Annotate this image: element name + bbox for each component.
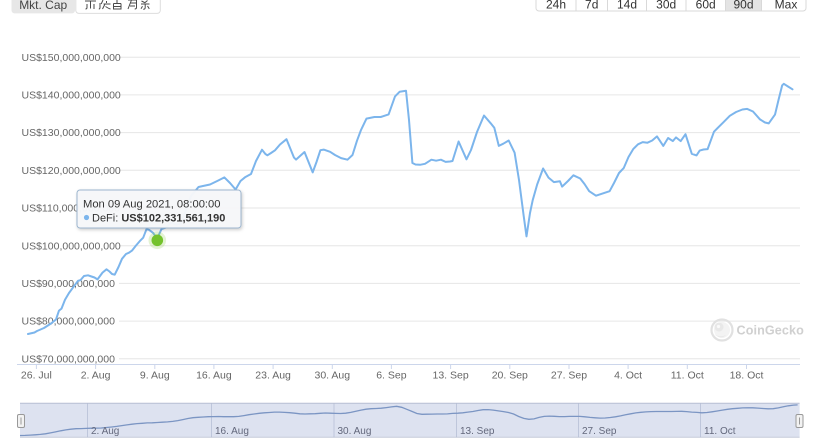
- svg-text:US$120,000,000,000: US$120,000,000,000: [22, 165, 121, 177]
- svg-text:US$80,000,000,000: US$80,000,000,000: [22, 316, 116, 328]
- svg-text:30d: 30d: [656, 0, 676, 12]
- svg-text:26. Jul: 26. Jul: [21, 369, 52, 381]
- svg-text:30. Aug: 30. Aug: [314, 369, 350, 381]
- svg-text:16. Aug: 16. Aug: [196, 369, 232, 381]
- svg-text:60d: 60d: [696, 0, 716, 12]
- svg-text:Mkt. Cap: Mkt. Cap: [19, 0, 67, 12]
- svg-text:US$90,000,000,000: US$90,000,000,000: [22, 278, 116, 290]
- svg-text:20. Sep: 20. Sep: [492, 369, 528, 381]
- svg-text:US$150,000,000,000: US$150,000,000,000: [22, 52, 121, 64]
- svg-text:13. Sep: 13. Sep: [460, 426, 495, 437]
- svg-text:9. Aug: 9. Aug: [140, 369, 170, 381]
- svg-text:24h: 24h: [546, 0, 566, 12]
- svg-text:7d: 7d: [585, 0, 598, 12]
- svg-text:4. Oct: 4. Oct: [614, 369, 642, 381]
- svg-text:2. Aug: 2. Aug: [91, 426, 119, 437]
- svg-text:Max: Max: [775, 0, 798, 12]
- svg-text:16. Aug: 16. Aug: [215, 426, 249, 437]
- svg-text:US$130,000,000,000: US$130,000,000,000: [22, 127, 121, 139]
- svg-text:30. Aug: 30. Aug: [338, 426, 372, 437]
- svg-text:14d: 14d: [617, 0, 637, 12]
- svg-text:2. Aug: 2. Aug: [81, 369, 111, 381]
- svg-text:11. Oct: 11. Oct: [671, 369, 704, 381]
- svg-text:DeFi: US$102,331,561,190: DeFi: US$102,331,561,190: [92, 213, 225, 225]
- svg-text:CoinGecko: CoinGecko: [737, 324, 805, 338]
- svg-text:US$100,000,000,000: US$100,000,000,000: [22, 240, 121, 252]
- svg-text:US$70,000,000,000: US$70,000,000,000: [22, 353, 116, 365]
- svg-text:Mon 09 Aug 2021, 08:00:00: Mon 09 Aug 2021, 08:00:00: [83, 199, 220, 211]
- svg-text:6. Sep: 6. Sep: [376, 369, 407, 381]
- svg-text:27. Sep: 27. Sep: [551, 369, 587, 381]
- svg-text:90d: 90d: [733, 0, 753, 12]
- svg-text:13. Sep: 13. Sep: [432, 369, 468, 381]
- svg-text:US$140,000,000,000: US$140,000,000,000: [22, 90, 121, 102]
- svg-text:27. Sep: 27. Sep: [582, 426, 617, 437]
- svg-text:11. Oct: 11. Oct: [704, 426, 736, 437]
- svg-text:18. Oct: 18. Oct: [730, 369, 764, 381]
- svg-text:23. Aug: 23. Aug: [255, 369, 291, 381]
